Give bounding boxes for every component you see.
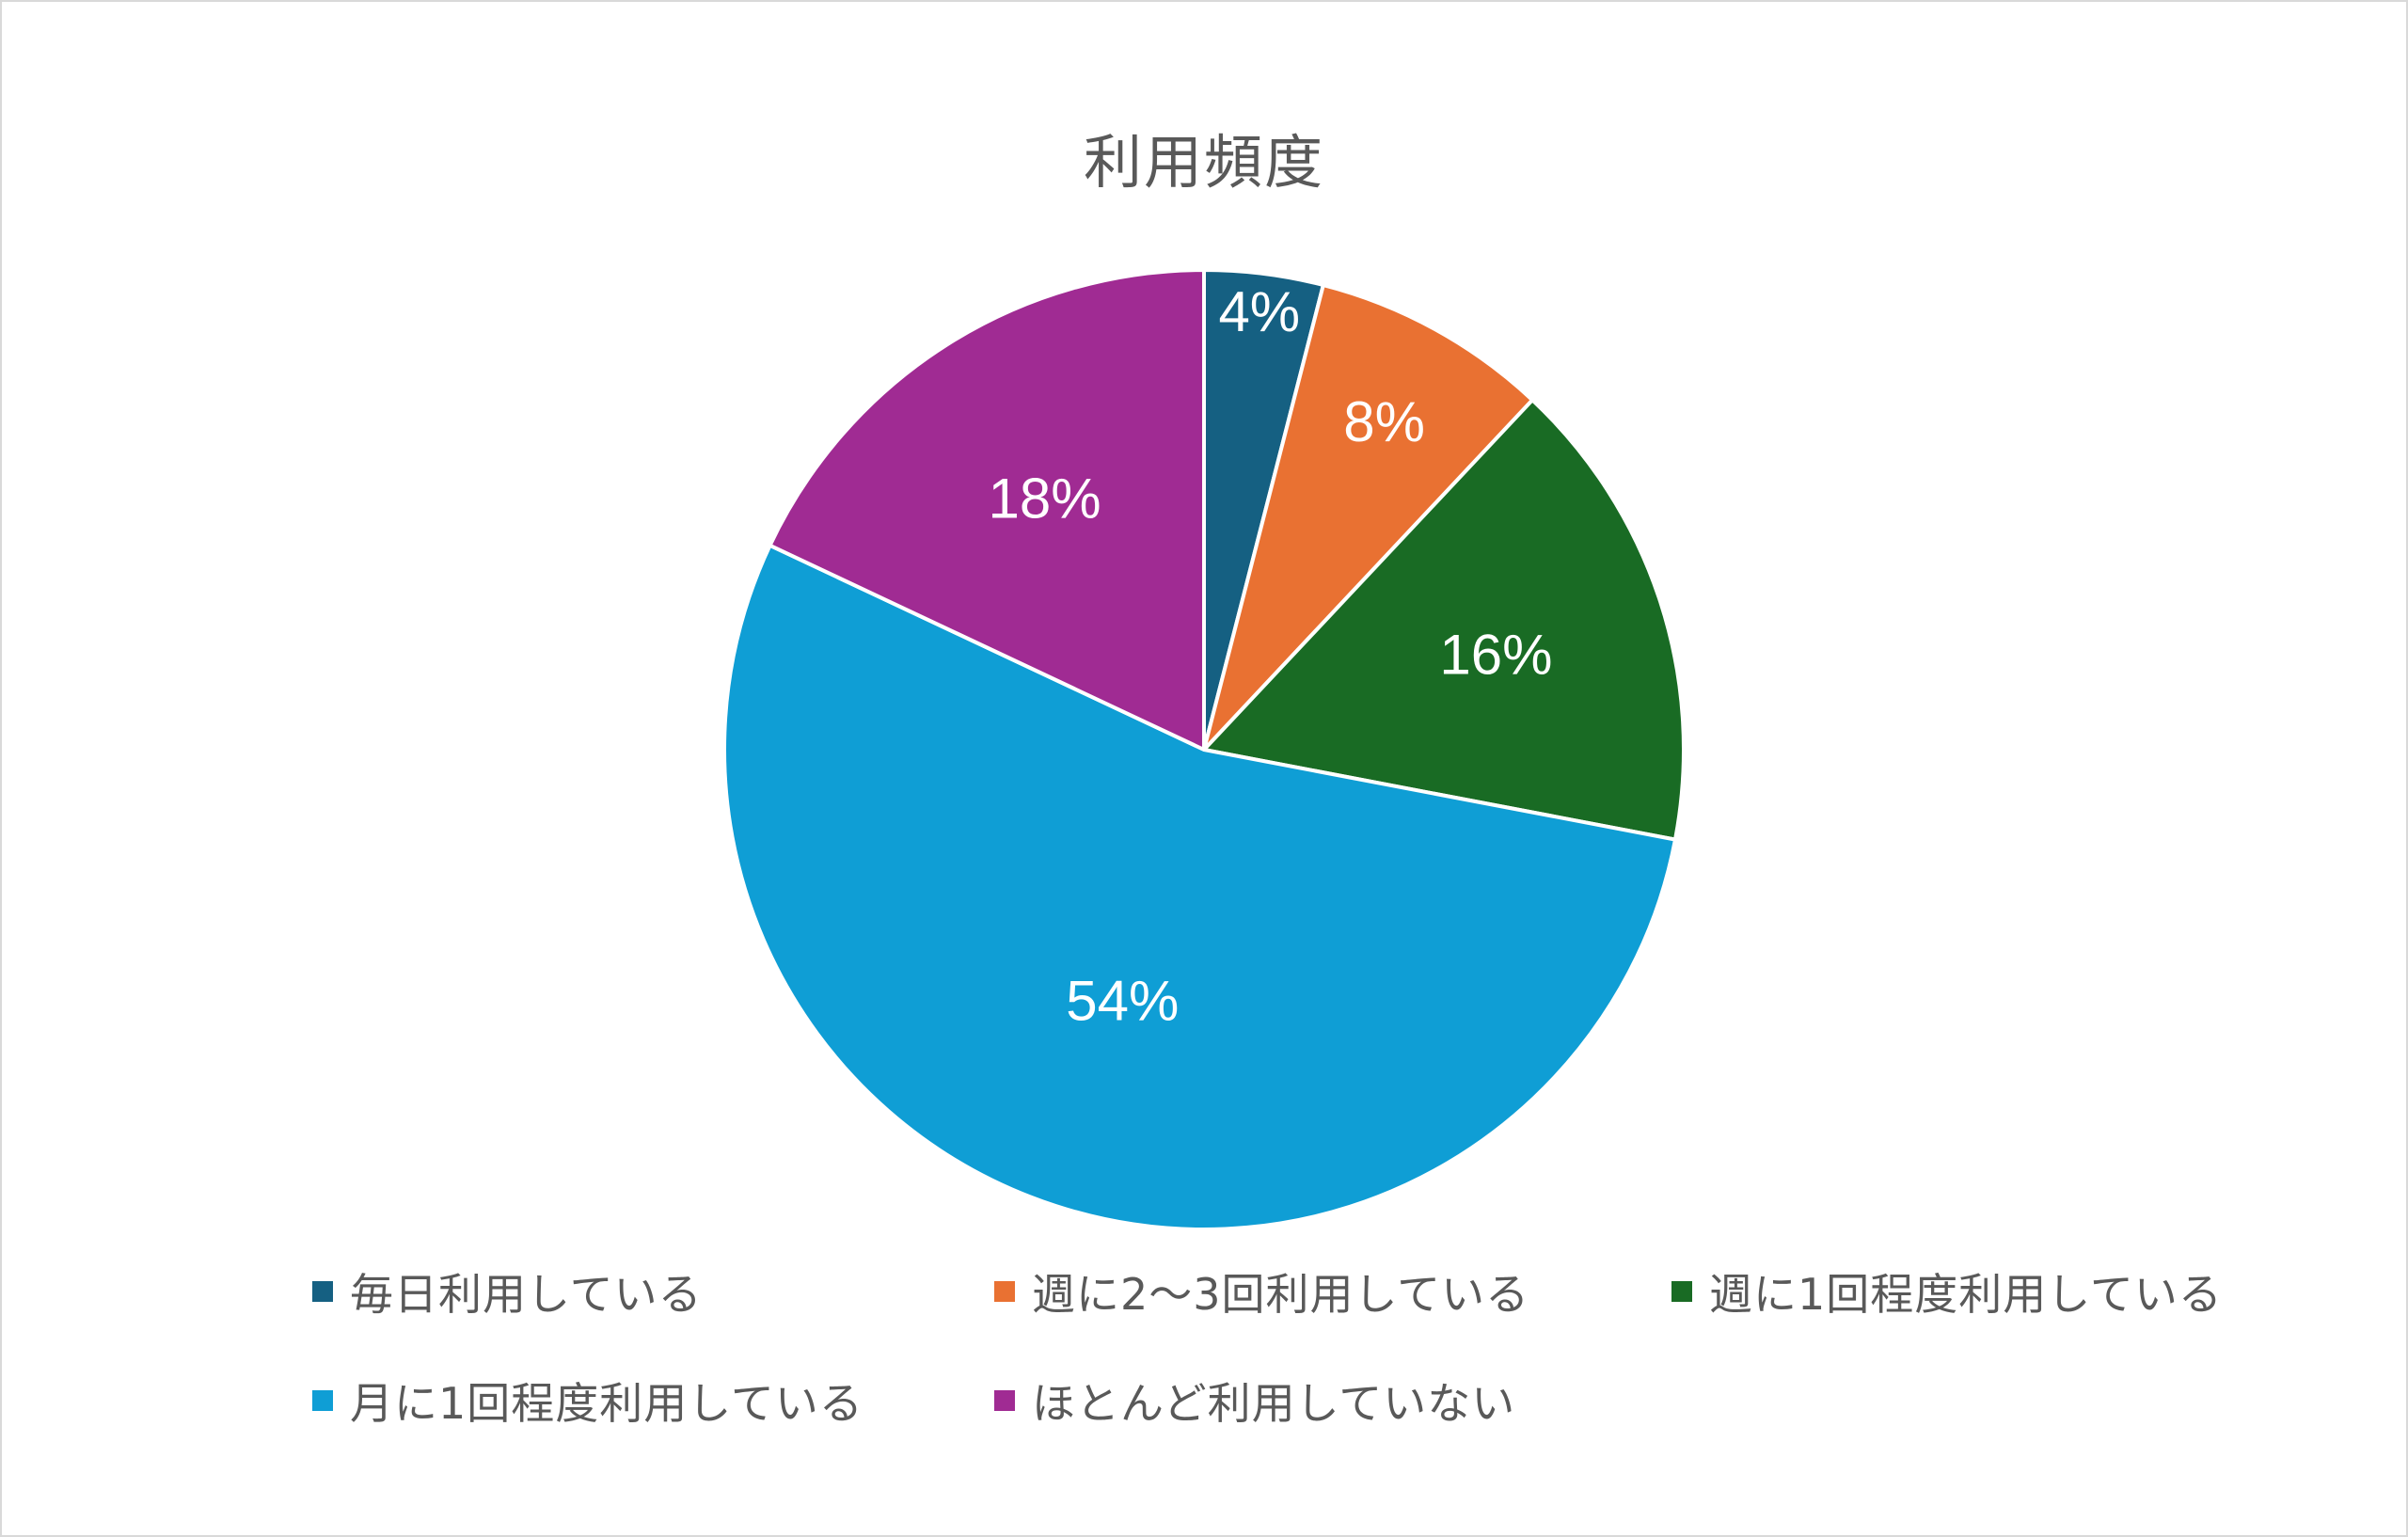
legend-label-2-3-per-week: 週に2〜3回利用している bbox=[1032, 1269, 1530, 1320]
data-label-daily: 4% bbox=[1218, 280, 1300, 343]
legend-swatch-monthly bbox=[312, 1390, 333, 1411]
legend-label-daily: 毎日利用している bbox=[350, 1269, 703, 1320]
pie-data-labels: 4% 8% 16% 54% 18% bbox=[989, 280, 1553, 1032]
pie-slices bbox=[722, 268, 1686, 1231]
legend-swatch-rarely bbox=[994, 1390, 1015, 1411]
data-label-monthly: 54% bbox=[1066, 969, 1179, 1032]
legend-label-monthly: 月に1回程度利用している bbox=[350, 1378, 863, 1429]
data-label-weekly: 16% bbox=[1439, 624, 1552, 687]
pie-slice-weekly[interactable] bbox=[1202, 398, 1686, 842]
legend-item-2-3-per-week[interactable]: 週に2〜3回利用している bbox=[994, 1259, 1529, 1324]
chart-title: 利用頻度 bbox=[1083, 128, 1324, 197]
legend-item-weekly[interactable]: 週に1回程度利用している bbox=[1671, 1259, 2223, 1324]
legend-item-monthly[interactable]: 月に1回程度利用している bbox=[312, 1368, 863, 1434]
legend-swatch-daily bbox=[312, 1281, 333, 1302]
legend-label-rarely: ほとんど利用していない bbox=[1032, 1378, 1516, 1429]
pie-slice-2-3-per-week[interactable] bbox=[1202, 283, 1535, 752]
legend-swatch-weekly bbox=[1671, 1281, 1692, 1302]
data-label-rarely: 18% bbox=[989, 467, 1101, 531]
legend-item-rarely[interactable]: ほとんど利用していない bbox=[994, 1368, 1515, 1434]
pie-slice-rarely[interactable] bbox=[768, 268, 1206, 752]
legend-item-daily[interactable]: 毎日利用している bbox=[312, 1259, 703, 1324]
data-label-2-3-per-week: 8% bbox=[1343, 390, 1425, 453]
pie-slice-monthly[interactable] bbox=[722, 543, 1677, 1231]
legend-swatch-2-3-per-week bbox=[994, 1281, 1015, 1302]
legend-label-weekly: 週に1回程度利用している bbox=[1709, 1269, 2223, 1320]
